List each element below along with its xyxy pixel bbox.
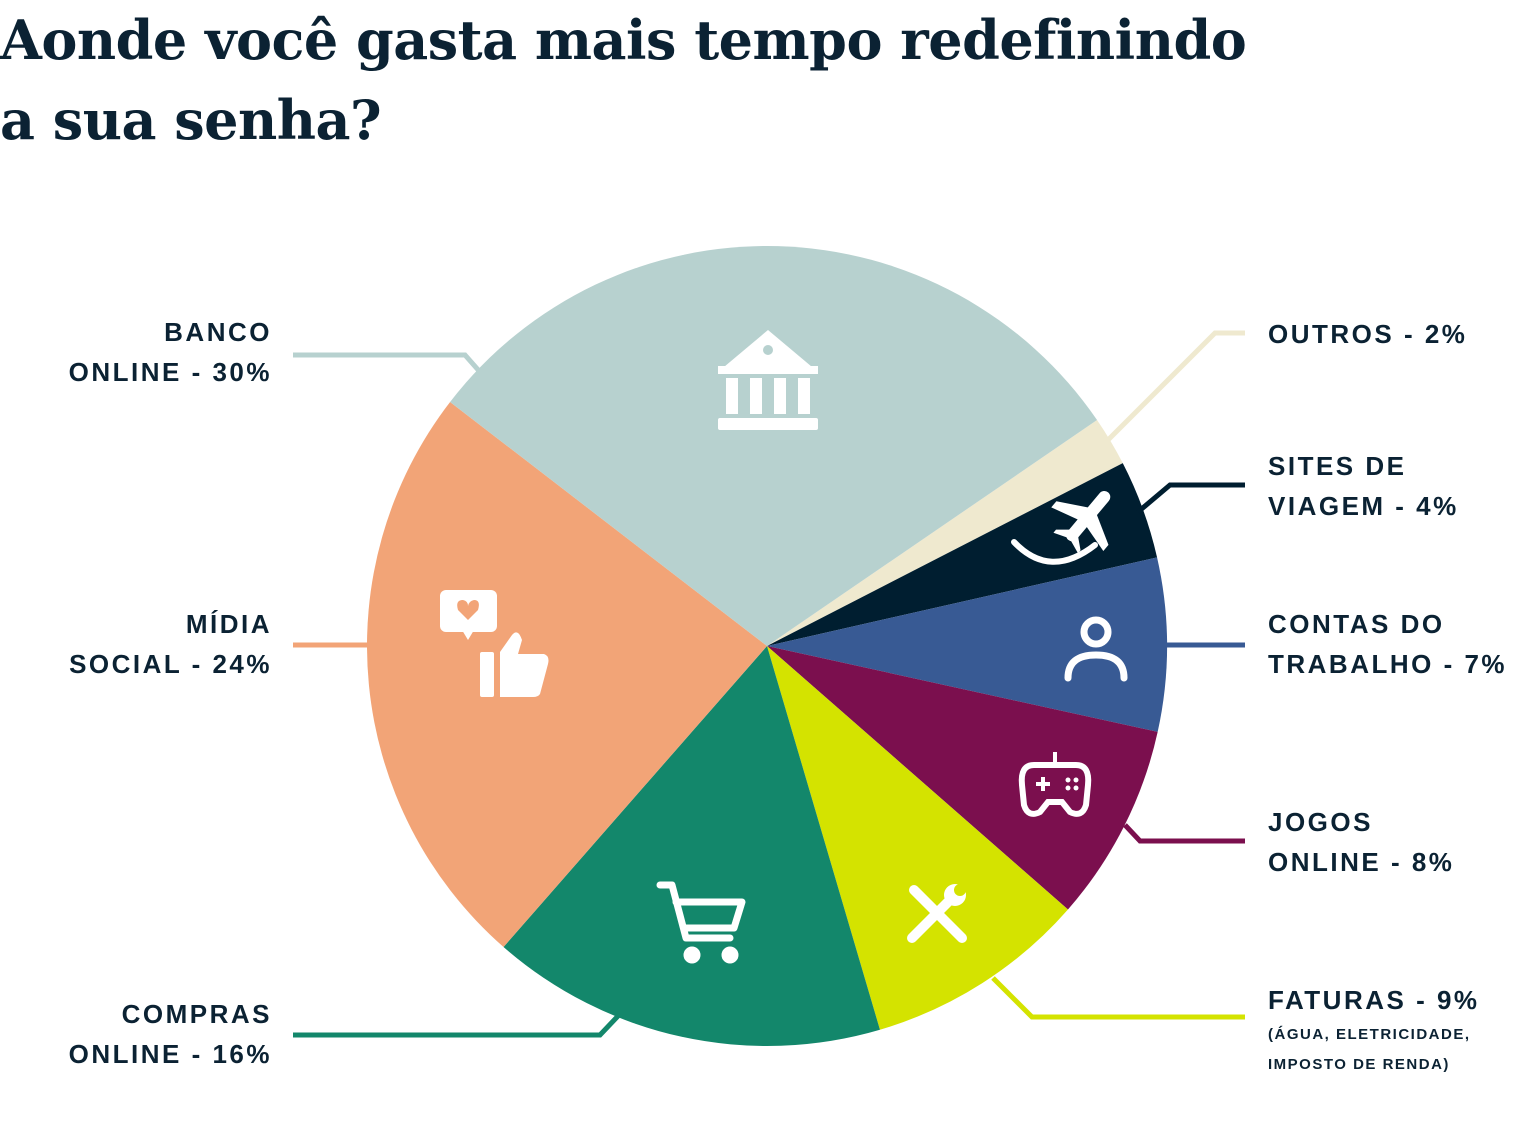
label-line: COMPRAS (121, 999, 272, 1029)
label-line: VIAGEM - 4% (1268, 491, 1459, 521)
label-line: MÍDIA (185, 609, 272, 639)
leader-line-jogos (1123, 823, 1245, 844)
leader-line-outros (1106, 330, 1245, 442)
label-line: ONLINE - 30% (68, 357, 272, 387)
label-compras: COMPRAS ONLINE - 16% (69, 994, 272, 1074)
pie-slice-banco (450, 246, 1098, 646)
label-subline: (ÁGUA, ELETRICIDADE, (1268, 1026, 1471, 1043)
label-line: ONLINE - 8% (1268, 847, 1455, 877)
pie-slice-faturas (767, 646, 1068, 1030)
label-line: FATURAS - 9% (1268, 985, 1480, 1015)
label-midia: MÍDIA SOCIAL - 24% (69, 604, 272, 684)
label-line: CONTAS DO (1268, 609, 1445, 639)
label-contas: CONTAS DO TRABALHO - 7% (1268, 604, 1507, 684)
label-line: SITES DE (1268, 451, 1407, 481)
label-banco: BANCO ONLINE - 30% (69, 312, 272, 392)
chart-title: Aonde você gasta mais tempo redefinindo … (0, 0, 1247, 160)
label-line: BANCO (164, 317, 272, 347)
label-line: TRABALHO - 7% (1268, 649, 1508, 679)
leader-line-viagem (1136, 482, 1245, 514)
leader-line-banco (293, 352, 482, 374)
user-icon (1064, 616, 1128, 682)
social-like-icon (440, 590, 549, 697)
label-subline: IMPOSTO DE RENDA) (1268, 1056, 1450, 1073)
label-line: JOGOS (1268, 807, 1373, 837)
title-line-2: a sua senha? (0, 88, 382, 152)
pie-slice-midia (366, 401, 767, 947)
pie-slice-contas (767, 557, 1167, 732)
pie-slice-outros (767, 420, 1123, 646)
leader-line-faturas (991, 976, 1245, 1020)
label-outros: OUTROS - 2% (1268, 314, 1467, 354)
pie-slice-jogos (767, 646, 1158, 910)
leader-line-compras (293, 1014, 620, 1038)
label-line: OUTROS - 2% (1268, 319, 1468, 349)
title-line-1: Aonde você gasta mais tempo redefinindo (0, 8, 1247, 72)
gamepad-icon (1018, 752, 1092, 817)
label-jogos: JOGOS ONLINE - 8% (1268, 802, 1454, 882)
bank-icon (718, 330, 818, 430)
tools-icon (907, 884, 967, 943)
cart-icon (656, 881, 746, 964)
label-line: ONLINE - 16% (68, 1039, 272, 1069)
pie-slice-compras (503, 646, 880, 1046)
label-faturas: FATURAS - 9% (ÁGUA, ELETRICIDADE, IMPOST… (1268, 980, 1480, 1080)
airplane-arc-icon (1011, 539, 1098, 565)
airplane-icon (1051, 491, 1111, 554)
label-line: SOCIAL - 24% (69, 649, 272, 679)
label-viagem: SITES DE VIAGEM - 4% (1268, 446, 1459, 526)
